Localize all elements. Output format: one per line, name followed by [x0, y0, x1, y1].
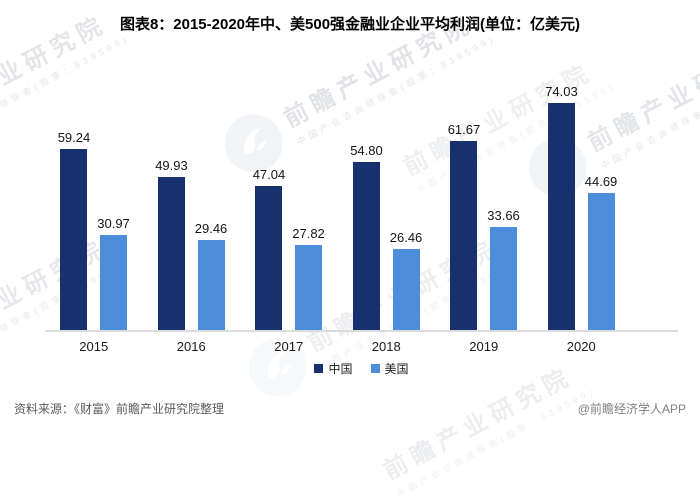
bar-col-china-2017: 47.04 — [252, 167, 286, 330]
x-axis-label-2015: 2015 — [79, 339, 109, 354]
bar-value-label: 54.80 — [350, 143, 383, 158]
bar-col-china-2020: 74.03 — [545, 84, 578, 330]
legend-label-usa: 美国 — [384, 362, 409, 376]
x-axis-label-2016: 2016 — [176, 339, 206, 354]
x-axis-label-2017: 2017 — [274, 339, 304, 354]
bar-china-2016 — [157, 177, 185, 330]
x-axis-label-2018: 2018 — [371, 339, 401, 354]
credit-note: @前瞻经济学人APP — [577, 402, 686, 416]
legend-item-usa: 美国 — [370, 360, 409, 377]
plot-area: 59.24 30.97 49.93 29.46 47.04 27.82 54.80 26.46… — [45, 66, 678, 332]
legend-label-china: 中国 — [328, 362, 353, 376]
bar-col-usa-2020: 44.69 — [584, 174, 618, 330]
bar-usa-2015 — [100, 235, 128, 330]
legend-swatch-usa — [370, 364, 380, 373]
bar-usa-2019 — [490, 227, 518, 330]
bar-value-label: 47.04 — [252, 167, 286, 182]
bar-col-usa-2019: 33.66 — [487, 208, 520, 330]
bar-group-2015: 59.24 30.97 — [45, 130, 143, 330]
bar-col-china-2015: 59.24 — [57, 130, 91, 330]
bar-value-label: 74.03 — [545, 84, 578, 99]
bar-china-2020 — [547, 103, 575, 330]
source-note: 资料来源：《财富》前瞻产业研究院整理 — [14, 402, 225, 416]
footer: 资料来源：《财富》前瞻产业研究院整理 @前瞻经济学人APP — [14, 400, 686, 417]
bar-value-label: 33.66 — [487, 208, 520, 223]
bar-value-label: 44.69 — [584, 174, 618, 189]
bar-group-2016: 49.93 29.46 — [143, 158, 241, 330]
bar-china-2018 — [352, 162, 380, 330]
legend-swatch-china — [314, 364, 324, 373]
bar-value-label: 61.67 — [447, 122, 481, 137]
bar-value-label: 27.82 — [292, 226, 325, 241]
legend-item-china: 中国 — [314, 360, 353, 377]
bar-value-label: 29.46 — [194, 221, 228, 236]
x-axis-label-2019: 2019 — [469, 339, 499, 354]
bar-col-usa-2018: 26.46 — [389, 230, 423, 330]
bar-col-china-2018: 54.80 — [350, 143, 383, 330]
bar-col-china-2019: 61.67 — [447, 122, 481, 330]
bar-usa-2017 — [295, 245, 323, 330]
bar-usa-2016 — [197, 240, 225, 330]
bar-value-label: 59.24 — [57, 130, 91, 145]
x-axis-labels: 2015 2016 2017 2018 2019 2020 — [45, 332, 678, 354]
bar-group-2020: 74.03 44.69 — [533, 84, 631, 330]
bar-usa-2020 — [587, 193, 615, 330]
bar-col-usa-2015: 30.97 — [97, 216, 130, 330]
legend: 中国 美国 — [45, 360, 678, 377]
bar-col-usa-2017: 27.82 — [292, 226, 325, 330]
bar-group-2019: 61.67 33.66 — [435, 122, 533, 330]
bar-usa-2018 — [392, 249, 420, 330]
bar-china-2017 — [255, 186, 283, 330]
bar-value-label: 30.97 — [97, 216, 130, 231]
bar-col-usa-2016: 29.46 — [194, 221, 228, 330]
chart-title: 图表8：2015-2020年中、美500强金融业企业平均利润(单位：亿美元) — [119, 16, 581, 33]
bar-china-2015 — [60, 149, 88, 330]
bar-group-2018: 54.80 26.46 — [338, 143, 436, 330]
bar-value-label: 49.93 — [155, 158, 188, 173]
x-axis-label-2020: 2020 — [566, 339, 596, 354]
bar-col-china-2016: 49.93 — [155, 158, 188, 330]
bar-value-label: 26.46 — [389, 230, 423, 245]
bar-china-2019 — [450, 141, 478, 330]
bar-chart: 59.24 30.97 49.93 29.46 47.04 27.82 54.80 26.46… — [45, 66, 678, 377]
bar-group-2017: 47.04 27.82 — [240, 167, 338, 330]
